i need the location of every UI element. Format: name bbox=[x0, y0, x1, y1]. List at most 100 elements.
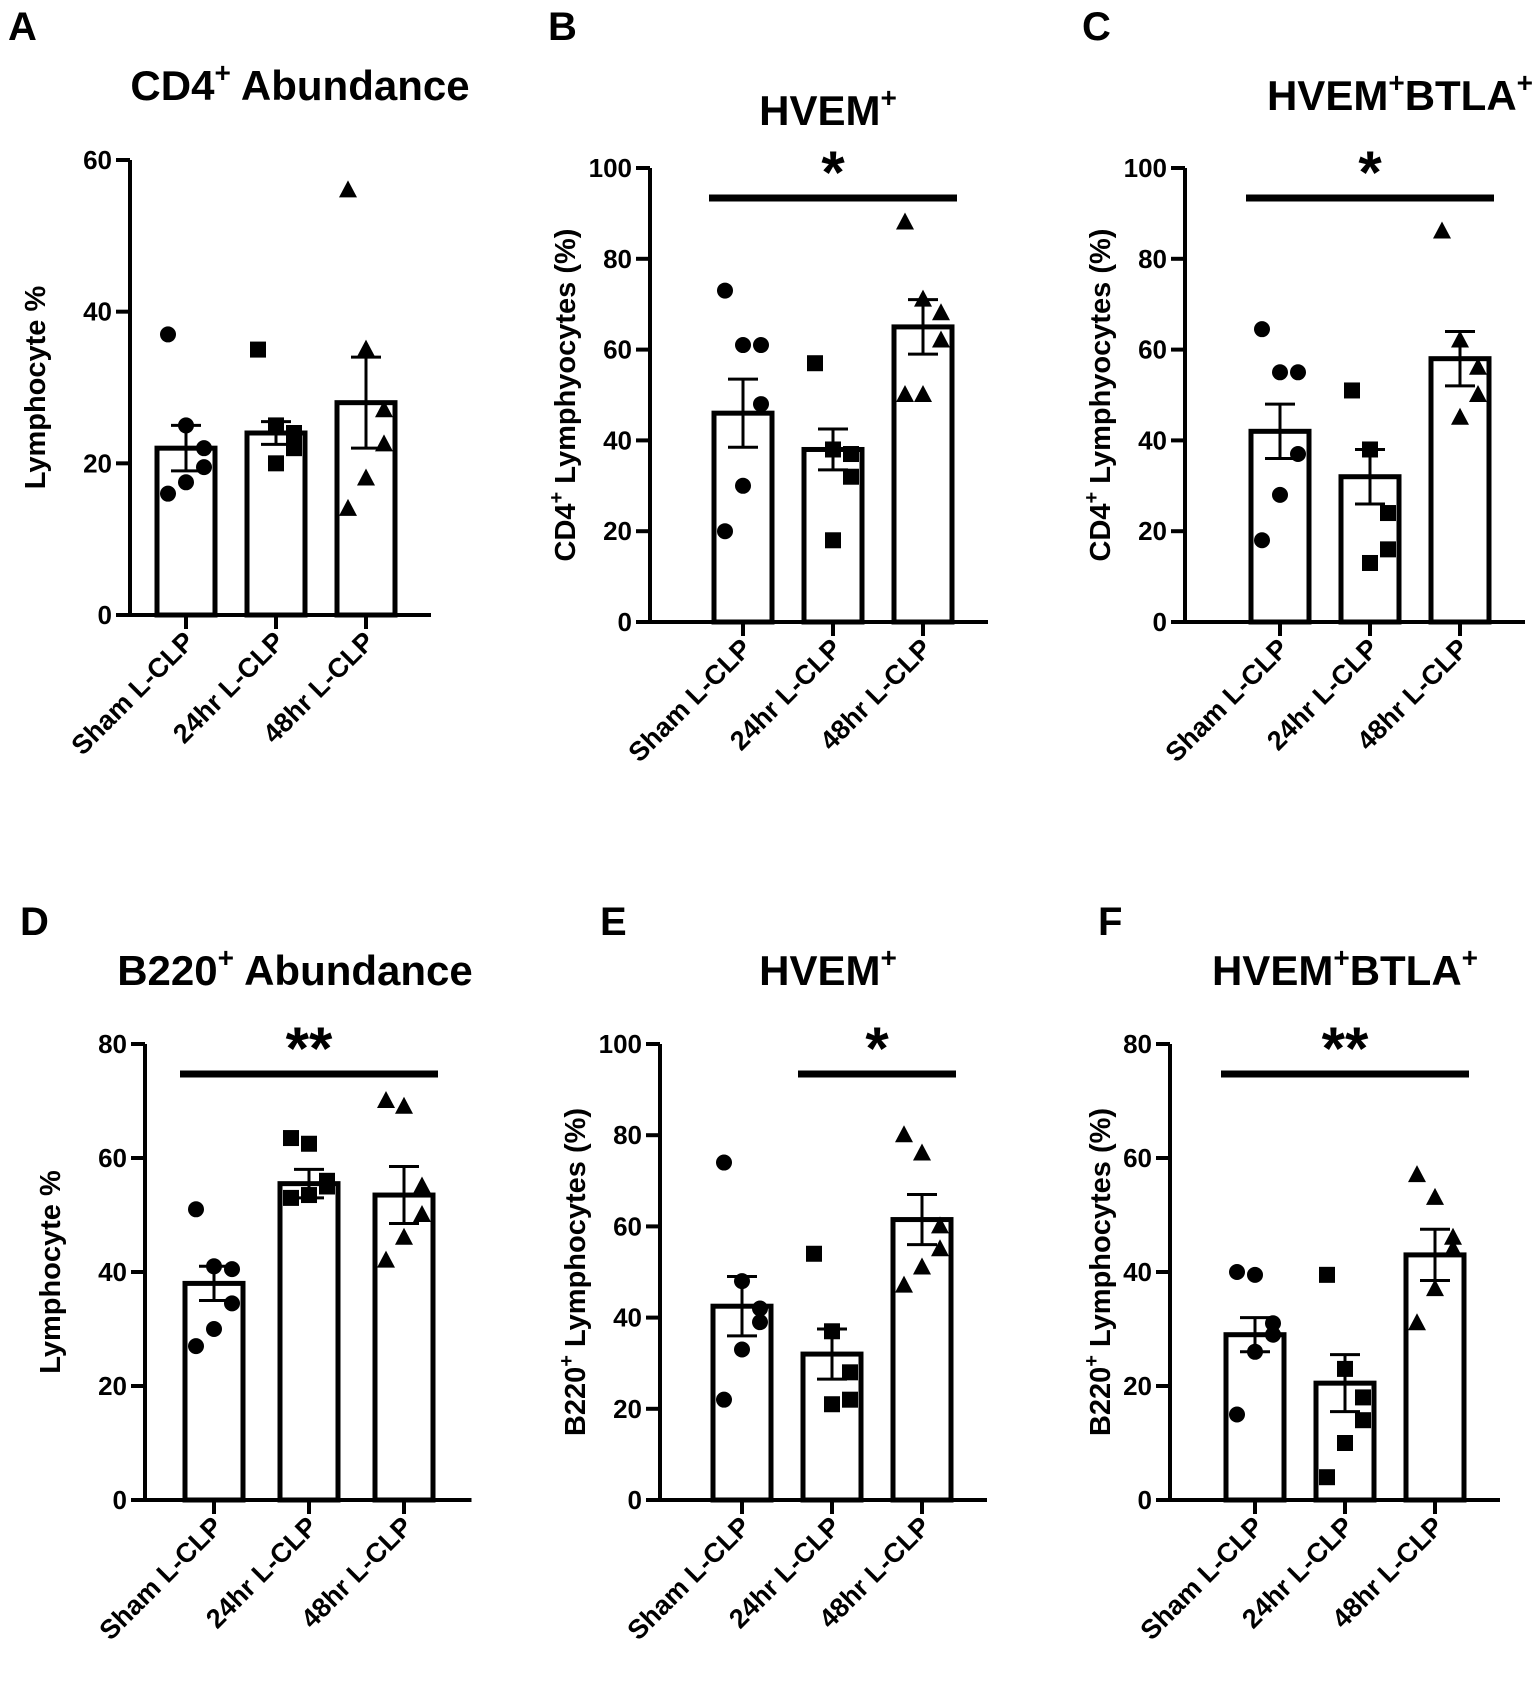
data-point bbox=[1229, 1264, 1245, 1280]
data-point bbox=[1290, 446, 1306, 463]
data-point bbox=[931, 1239, 949, 1257]
ylabel-superscript: + bbox=[556, 1355, 578, 1367]
data-point bbox=[206, 1258, 222, 1275]
title-suffix: BTLA bbox=[1405, 72, 1517, 119]
data-point bbox=[735, 477, 751, 494]
y-tick-label: 40 bbox=[98, 1257, 127, 1287]
data-point bbox=[1272, 364, 1288, 381]
ylabel-prefix: CD4 bbox=[1085, 503, 1117, 561]
y-tick-label: 0 bbox=[1153, 607, 1167, 637]
data-point bbox=[413, 1205, 431, 1222]
data-point bbox=[1380, 505, 1396, 522]
data-point bbox=[188, 1201, 204, 1218]
data-point bbox=[824, 1396, 840, 1413]
data-point bbox=[395, 1227, 413, 1245]
ylabel-prefix: B220 bbox=[560, 1367, 592, 1436]
y-tick-label: 100 bbox=[599, 1029, 642, 1059]
data-point bbox=[895, 1275, 913, 1293]
ylabel-superscript: + bbox=[546, 492, 568, 504]
data-point bbox=[1469, 357, 1487, 375]
data-point bbox=[914, 289, 932, 307]
data-point bbox=[932, 330, 950, 348]
y-tick-label: 20 bbox=[1138, 516, 1167, 546]
data-point bbox=[1337, 1435, 1353, 1451]
data-point bbox=[357, 339, 375, 357]
title-superscript: + bbox=[881, 942, 897, 973]
y-axis-label: B220+ Lymphocytes (%) bbox=[1081, 1108, 1117, 1436]
data-point bbox=[395, 1096, 413, 1114]
title-superscript: + bbox=[218, 942, 234, 973]
significance-stars: * bbox=[865, 1015, 889, 1082]
data-point bbox=[843, 446, 859, 463]
y-axis-label: Lymphocyte % bbox=[35, 1170, 67, 1374]
panel-label: B bbox=[548, 5, 577, 49]
data-point bbox=[283, 1130, 299, 1147]
chart-title: B220+ Abundance bbox=[117, 942, 473, 994]
title-superscript: + bbox=[881, 82, 897, 113]
data-point bbox=[1254, 321, 1270, 338]
ylabel-text: Lymphocytes (%) bbox=[560, 1108, 592, 1355]
y-tick-label: 20 bbox=[613, 1394, 642, 1424]
y-tick-label: 60 bbox=[1123, 1143, 1152, 1173]
y-tick-label: 80 bbox=[613, 1120, 642, 1150]
y-tick-label: 0 bbox=[98, 600, 112, 630]
y-axis-label: CD4+ Lymphyocytes (%) bbox=[1081, 229, 1117, 562]
data-point bbox=[932, 303, 950, 321]
title-text: HVEM bbox=[759, 87, 880, 134]
data-point bbox=[1426, 1279, 1444, 1297]
data-point bbox=[1444, 1239, 1462, 1257]
data-point bbox=[1426, 1187, 1444, 1205]
data-point bbox=[716, 1391, 732, 1408]
y-tick-label: 0 bbox=[628, 1485, 642, 1515]
data-point bbox=[178, 417, 194, 434]
data-point bbox=[1229, 1406, 1245, 1423]
data-point bbox=[752, 1314, 768, 1331]
data-point bbox=[375, 400, 393, 418]
data-point bbox=[1337, 1360, 1353, 1377]
y-tick-label: 0 bbox=[618, 607, 632, 637]
y-tick-label: 60 bbox=[603, 335, 632, 365]
chart-title: HVEM+ bbox=[759, 82, 897, 134]
y-tick-label: 100 bbox=[1124, 153, 1167, 183]
data-point bbox=[377, 1250, 395, 1268]
data-point bbox=[319, 1178, 335, 1195]
data-point bbox=[931, 1216, 949, 1234]
data-point bbox=[913, 1143, 931, 1161]
data-point bbox=[375, 434, 393, 452]
data-point bbox=[1408, 1313, 1426, 1331]
y-tick-label: 60 bbox=[83, 145, 112, 175]
ylabel-text: Lymphyocytes (%) bbox=[550, 229, 582, 492]
title-text: CD4 bbox=[130, 62, 215, 109]
bar bbox=[277, 1181, 341, 1503]
data-point bbox=[717, 523, 733, 540]
y-tick-label: 80 bbox=[98, 1029, 127, 1059]
data-point bbox=[160, 485, 176, 502]
y-tick-label: 60 bbox=[98, 1143, 127, 1173]
data-point bbox=[842, 1364, 858, 1381]
data-point bbox=[178, 474, 194, 491]
data-point bbox=[339, 498, 357, 516]
data-point bbox=[1451, 407, 1469, 425]
y-tick-label: 20 bbox=[1123, 1371, 1152, 1401]
y-tick-label: 40 bbox=[1123, 1257, 1152, 1287]
data-point bbox=[1451, 330, 1469, 348]
chart-title: HVEM+BTLA+ bbox=[1212, 942, 1478, 994]
data-point bbox=[196, 459, 212, 476]
y-tick-label: 100 bbox=[589, 153, 632, 183]
y-tick-label: 0 bbox=[1138, 1485, 1152, 1515]
significance-stars: ** bbox=[1322, 1015, 1369, 1082]
data-point bbox=[1444, 1227, 1462, 1245]
chart-title: CD4+ Abundance bbox=[130, 57, 469, 109]
title-suffix: BTLA bbox=[1350, 947, 1462, 994]
y-tick-label: 60 bbox=[613, 1211, 642, 1241]
data-point bbox=[825, 441, 841, 458]
data-point bbox=[1265, 1326, 1281, 1343]
data-point bbox=[896, 385, 914, 402]
data-point bbox=[301, 1187, 317, 1204]
data-point bbox=[1265, 1315, 1281, 1332]
data-point bbox=[896, 212, 914, 230]
ylabel-text: Lymphyocytes (%) bbox=[1085, 229, 1117, 492]
